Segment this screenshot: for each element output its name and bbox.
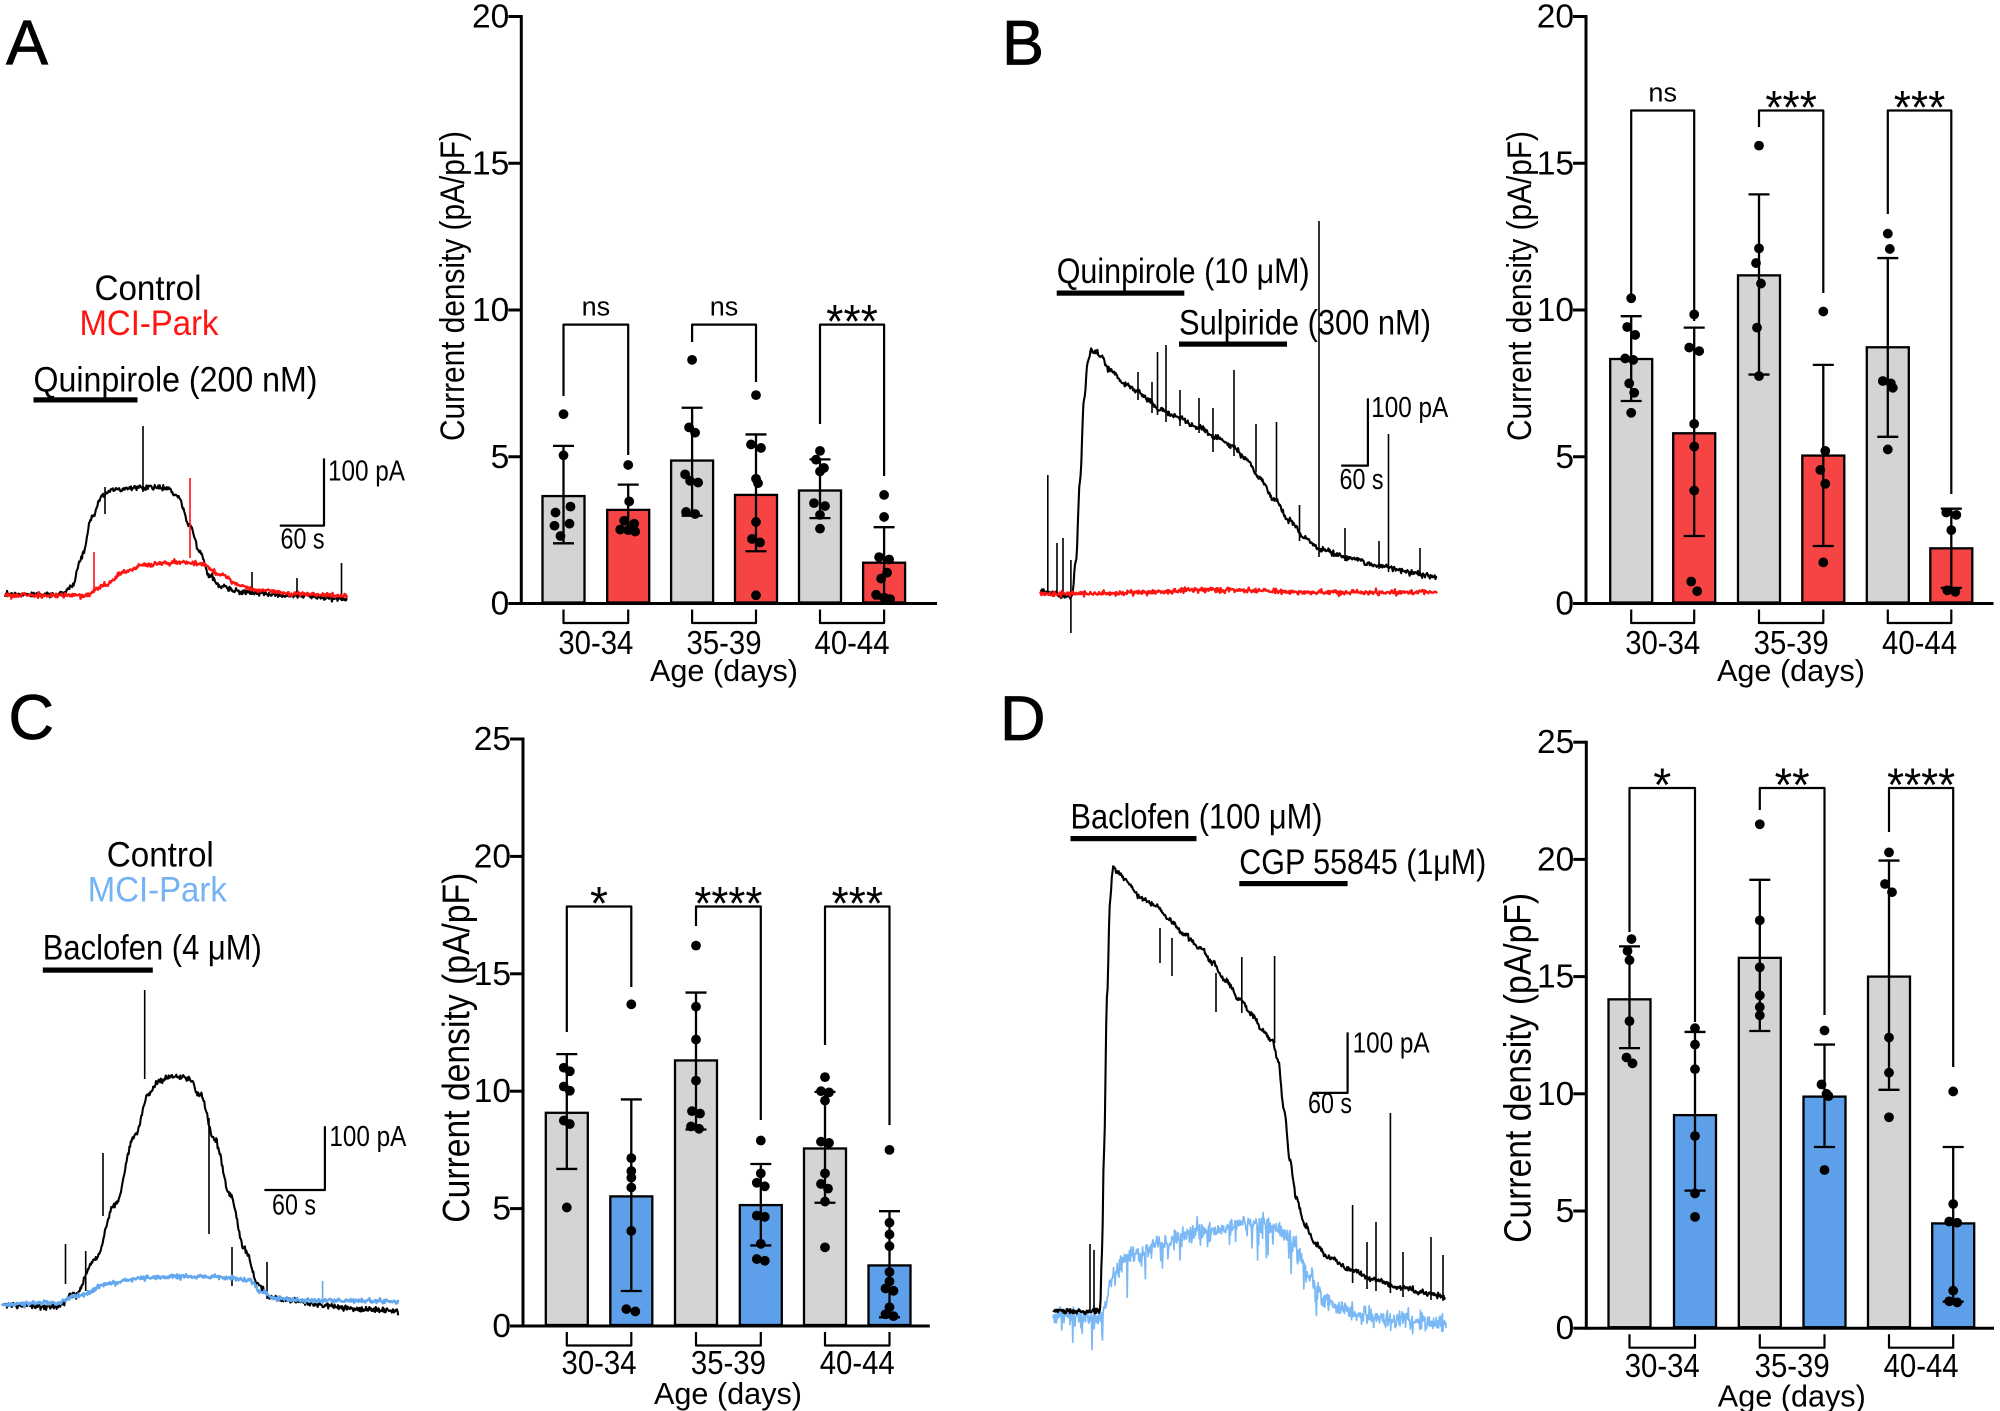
svg-text:ns: ns xyxy=(582,292,611,322)
svg-text:Current density (pA/pF): Current density (pA/pF) xyxy=(434,131,472,441)
svg-text:D: D xyxy=(1000,684,1046,754)
svg-text:15: 15 xyxy=(474,956,511,993)
svg-text:25: 25 xyxy=(1537,724,1574,761)
svg-text:35-39: 35-39 xyxy=(1754,625,1829,662)
svg-text:A: A xyxy=(6,8,48,78)
svg-text:Current density (pA/pF): Current density (pA/pF) xyxy=(1501,131,1539,441)
svg-text:B: B xyxy=(1002,9,1044,79)
svg-text:5: 5 xyxy=(492,1191,511,1228)
svg-text:***: *** xyxy=(1765,81,1817,134)
svg-text:Age (days): Age (days) xyxy=(1717,653,1865,688)
svg-text:35-39: 35-39 xyxy=(687,625,762,662)
svg-text:15: 15 xyxy=(472,145,509,182)
svg-text:60 s: 60 s xyxy=(1340,464,1384,496)
svg-text:30-34: 30-34 xyxy=(1625,625,1700,662)
svg-text:***: *** xyxy=(1894,81,1946,134)
svg-text:15: 15 xyxy=(1537,145,1574,182)
svg-text:0: 0 xyxy=(1556,1310,1575,1347)
svg-text:30-34: 30-34 xyxy=(1625,1348,1700,1385)
svg-text:*: * xyxy=(590,877,608,930)
svg-text:60 s: 60 s xyxy=(1308,1088,1352,1120)
svg-text:Sulpiride (300 nM): Sulpiride (300 nM) xyxy=(1179,303,1431,342)
svg-text:0: 0 xyxy=(1555,586,1574,623)
svg-text:Baclofen (4 μM): Baclofen (4 μM) xyxy=(43,929,262,968)
svg-text:40-44: 40-44 xyxy=(815,625,890,662)
svg-text:Current density (pA/pF): Current density (pA/pF) xyxy=(436,873,478,1223)
svg-text:*: * xyxy=(1653,758,1671,811)
svg-text:5: 5 xyxy=(1556,1193,1575,1230)
svg-text:100 pA: 100 pA xyxy=(1353,1028,1431,1060)
svg-text:60 s: 60 s xyxy=(281,524,325,556)
svg-text:10: 10 xyxy=(472,292,509,329)
svg-text:10: 10 xyxy=(1537,1076,1574,1113)
svg-text:25: 25 xyxy=(474,721,511,758)
svg-text:Age (days): Age (days) xyxy=(654,1376,802,1411)
svg-text:35-39: 35-39 xyxy=(1755,1348,1830,1385)
svg-text:40-44: 40-44 xyxy=(1882,625,1957,662)
svg-text:Quinpirole (10 μM): Quinpirole (10 μM) xyxy=(1057,252,1310,291)
svg-text:60 s: 60 s xyxy=(272,1190,316,1222)
svg-text:ns: ns xyxy=(710,292,739,322)
svg-text:***: *** xyxy=(826,295,878,348)
svg-text:100 pA: 100 pA xyxy=(329,1121,407,1153)
svg-text:40-44: 40-44 xyxy=(820,1345,895,1382)
svg-text:****: **** xyxy=(694,877,762,930)
svg-text:Age (days): Age (days) xyxy=(1718,1379,1866,1411)
svg-text:15: 15 xyxy=(1537,959,1574,996)
svg-text:**: ** xyxy=(1775,758,1810,811)
svg-text:Age (days): Age (days) xyxy=(650,653,798,688)
svg-text:Control: Control xyxy=(95,269,202,308)
svg-text:C: C xyxy=(9,683,55,753)
svg-text:20: 20 xyxy=(1537,841,1574,878)
svg-text:MCI-Park: MCI-Park xyxy=(80,304,219,343)
svg-text:30-34: 30-34 xyxy=(562,1345,637,1382)
svg-text:35-39: 35-39 xyxy=(691,1345,766,1382)
svg-text:Quinpirole (200 nM): Quinpirole (200 nM) xyxy=(34,360,318,399)
svg-text:10: 10 xyxy=(474,1073,511,1110)
svg-text:40-44: 40-44 xyxy=(1884,1348,1959,1385)
svg-text:CGP 55845 (1μM): CGP 55845 (1μM) xyxy=(1239,843,1486,882)
svg-text:****: **** xyxy=(1887,758,1955,811)
svg-text:20: 20 xyxy=(1537,0,1574,36)
svg-text:Control: Control xyxy=(107,835,214,874)
svg-text:Baclofen (100 μM): Baclofen (100 μM) xyxy=(1071,798,1323,837)
svg-text:0: 0 xyxy=(491,586,510,623)
svg-text:10: 10 xyxy=(1537,292,1574,329)
svg-text:0: 0 xyxy=(492,1308,511,1345)
svg-text:***: *** xyxy=(832,877,884,930)
svg-text:MCI-Park: MCI-Park xyxy=(88,871,227,910)
svg-text:5: 5 xyxy=(491,439,510,476)
svg-text:100 pA: 100 pA xyxy=(1371,392,1449,424)
svg-text:Current density (pA/pF): Current density (pA/pF) xyxy=(1498,893,1540,1243)
svg-text:ns: ns xyxy=(1648,78,1677,108)
svg-text:20: 20 xyxy=(472,0,509,36)
svg-text:20: 20 xyxy=(474,838,511,875)
svg-text:30-34: 30-34 xyxy=(558,625,633,662)
svg-text:100 pA: 100 pA xyxy=(328,456,406,488)
svg-text:5: 5 xyxy=(1555,439,1574,476)
